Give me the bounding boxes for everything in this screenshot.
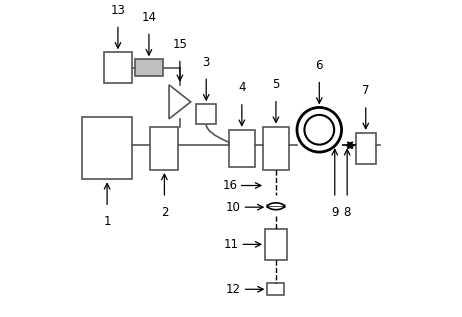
FancyBboxPatch shape (265, 229, 287, 260)
Text: 14: 14 (141, 11, 157, 24)
FancyBboxPatch shape (196, 104, 216, 124)
FancyBboxPatch shape (229, 130, 255, 167)
Text: 12: 12 (226, 283, 241, 296)
FancyBboxPatch shape (267, 283, 285, 295)
Text: 7: 7 (362, 84, 370, 97)
Text: 3: 3 (202, 55, 210, 68)
FancyBboxPatch shape (356, 133, 376, 164)
Text: 15: 15 (172, 38, 187, 51)
Text: 6: 6 (316, 59, 323, 72)
Text: 1: 1 (103, 215, 111, 228)
Text: 4: 4 (238, 81, 246, 94)
FancyBboxPatch shape (135, 59, 163, 76)
FancyBboxPatch shape (82, 117, 132, 179)
FancyBboxPatch shape (104, 52, 132, 83)
Text: 13: 13 (110, 4, 125, 17)
FancyBboxPatch shape (151, 127, 178, 170)
Text: 9: 9 (331, 206, 339, 219)
Text: 11: 11 (224, 238, 239, 251)
Text: 8: 8 (343, 206, 351, 219)
Text: 10: 10 (226, 201, 241, 214)
FancyBboxPatch shape (263, 127, 289, 170)
Text: 2: 2 (161, 206, 168, 219)
Text: 5: 5 (272, 78, 280, 91)
Text: 16: 16 (222, 179, 237, 192)
